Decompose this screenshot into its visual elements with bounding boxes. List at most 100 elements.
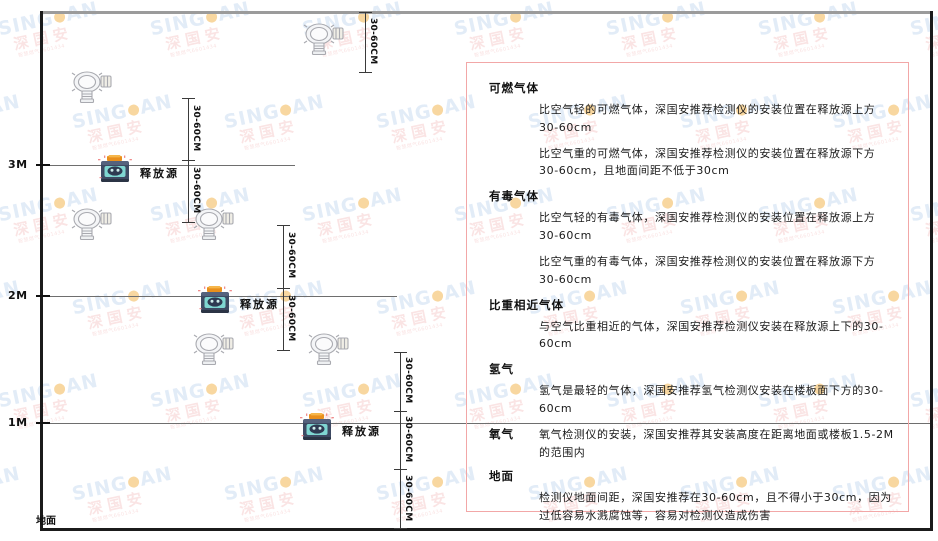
dimension-tick [394,469,407,471]
panel-section-title: 有毒气体 [489,189,539,204]
watermark-dot-icon [431,289,445,303]
watermark-dot-icon [127,103,141,117]
watermark-sub: 智慧燃气6601434 [777,43,826,59]
watermark-sub: 智慧燃气6601434 [17,30,120,59]
watermark-sub: 智慧燃气6601434 [473,43,522,59]
panel-section-text: 氧气检测仪的安装，深国安推荐其安装高度在距离地面或楼板1.5-2M的范围内 [539,427,894,459]
watermark-sub: 智慧燃气6601434 [243,136,292,152]
dimension-label: 30-60CM [286,232,296,279]
dimension-label: 30-60CM [403,474,413,522]
watermark-dot-icon [431,103,445,117]
dimension-tick [394,352,407,353]
panel-section: 比重相近气体 与空气比重相近的气体，深国安推荐检测仪安装在释放源上下的30-60c… [481,297,894,354]
dimension-tick [182,222,195,223]
panel-section-text: 与空气比重相近的气体，深国安推荐检测仪安装在释放源上下的30-60cm [539,319,884,351]
watermark-cn: 深国安 [237,116,301,147]
height-level-line [42,165,295,166]
panel-section-title: 氢气 [489,362,514,377]
panel-section: 有毒气体 比空气轻的有毒气体，深国安推荐检测仪的安装位置在释放源上方30-60cm… [481,188,894,288]
dimension-tick [182,160,195,161]
panel-section-title: 氧气 [489,426,514,441]
watermark-sub: 智慧燃气6601434 [91,136,140,152]
watermark-cn: 深国安 [315,209,379,240]
panel-section-text: 比空气重的可燃气体，深国安推荐检测仪的安装位置在释放源下方30-60cm，且地面… [539,146,876,178]
release-source-icon [198,286,232,320]
watermark-sub: 智慧燃气6601434 [625,43,674,59]
panel-section: 地面 检测仪地面间距，深国安推荐在30-60cm，且不得小于30cm，因为过低容易… [481,468,894,525]
watermark-cn: 深国安 [11,23,75,54]
panel-section-text: 比空气轻的有毒气体，深国安推荐检测仪的安装位置在释放源上方30-60cm [539,211,876,243]
dimension-line [400,352,401,528]
dimension-label: 30-60CM [286,294,296,342]
dimension-label: 30-60CM [368,18,378,65]
watermark-dot-icon [431,475,445,489]
panel-section: 可燃气体 比空气轻的可燃气体，深国安推荐检测仪的安装位置在释放源上方30-60cm… [481,80,894,180]
dimension-label: 30-60CM [191,105,201,152]
release-source-label: 释放源 [140,167,179,180]
panel-section-text: 氢气是最轻的气体，深国安推荐氢气检测仪安装在楼板面下方的30-60cm [539,384,884,415]
vertical-axis [40,11,43,531]
watermark-dot-icon [53,196,67,210]
dimension-tick [277,225,290,226]
panel-section-text: 比空气轻的可燃气体，深国安推荐检测仪的安装位置在释放源上方30-60cm [539,103,876,134]
height-level-label: 1M [8,416,28,429]
height-level-label: 2M [8,289,28,302]
watermark-cn: 深国安 [237,488,301,519]
watermark-sub: 智慧燃气6601434 [0,123,43,151]
watermark-dot-icon [127,475,141,489]
ground-label: 地面 [36,516,56,527]
dimension-tick [359,12,372,13]
watermark-sub: 智慧燃气6601434 [91,322,140,338]
right-wall-line [930,11,933,531]
height-level-tick [36,422,50,424]
watermark-sub: 智慧燃气6601434 [91,508,140,524]
gas-detector-icon [68,68,116,108]
ceiling-line [40,11,933,14]
watermark-dot-icon [279,475,293,489]
release-source-icon [300,413,334,447]
watermark-sub: 智慧燃气6601434 [169,415,218,431]
watermark-dot-icon [53,382,67,396]
dimension-tick [394,528,407,529]
height-level-tick [36,164,50,166]
watermark-sub: 智慧燃气6601434 [243,508,292,524]
gas-detector-icon [300,20,348,60]
watermark-dot-icon [205,382,219,396]
watermark-sub: 智慧燃气6601434 [321,229,370,245]
watermark-sub: 智慧燃气6601434 [17,402,120,431]
watermark-dot-icon [357,196,371,210]
release-source-label: 释放源 [342,425,381,438]
watermark-cn: 深国安 [85,488,149,519]
watermark-cn: 深国安 [771,23,835,54]
floor-line [40,528,933,531]
watermark-cn: 深国安 [85,116,149,147]
gas-detector-icon [190,330,238,370]
dimension-tick [277,350,290,351]
